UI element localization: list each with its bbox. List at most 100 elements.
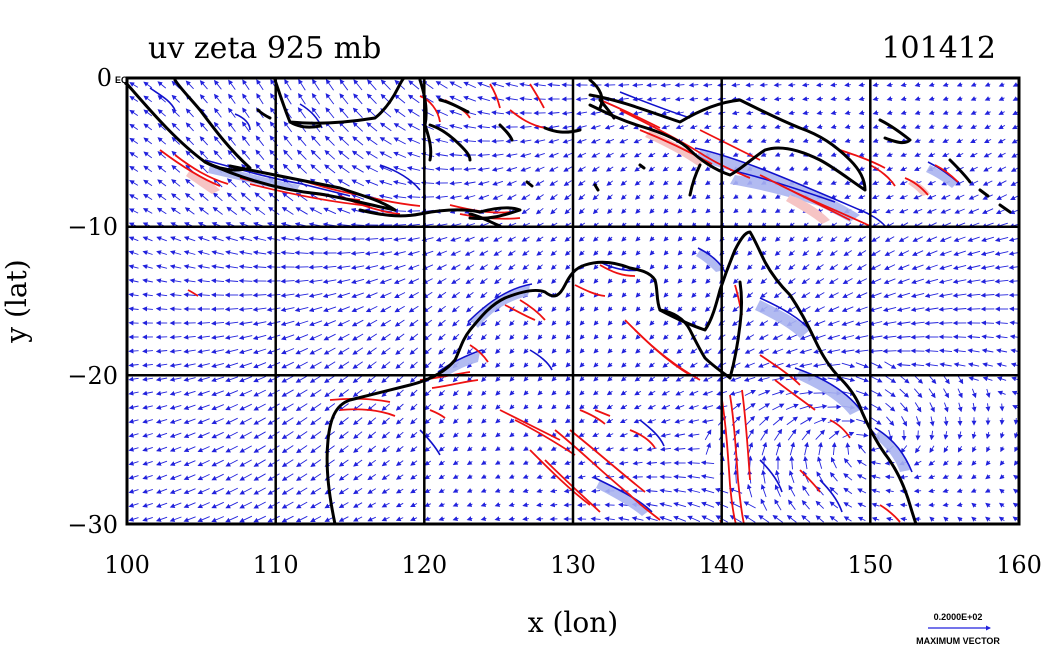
wind-vector xyxy=(407,137,421,144)
wind-vector xyxy=(788,264,796,271)
wind-vector xyxy=(969,152,978,158)
wind-vector xyxy=(606,404,613,410)
wind-vector xyxy=(352,333,364,341)
wind-vector xyxy=(225,376,239,383)
wind-vector xyxy=(858,166,865,171)
wind-vector xyxy=(605,432,614,438)
wind-vector xyxy=(855,390,869,397)
wind-vector xyxy=(408,278,420,284)
wind-vector xyxy=(450,264,461,270)
wind-vector xyxy=(984,488,991,493)
wind-vector xyxy=(688,418,700,424)
wind-vector xyxy=(351,193,365,200)
wind-vector xyxy=(801,292,811,299)
wind-vector xyxy=(829,250,838,256)
wind-vector xyxy=(759,96,768,102)
wind-vector xyxy=(452,516,459,521)
wind-vector xyxy=(185,80,194,90)
wind-vector xyxy=(379,278,392,285)
wind-vector xyxy=(911,250,924,256)
wind-vector xyxy=(952,264,967,271)
wind-vector xyxy=(700,460,715,466)
wind-vector xyxy=(800,306,811,312)
wind-vector xyxy=(156,432,168,438)
wind-vector xyxy=(830,96,837,102)
wind-vector xyxy=(169,516,182,522)
wind-vector xyxy=(365,292,378,299)
wind-vector xyxy=(365,305,378,313)
wind-vector xyxy=(968,194,979,200)
wind-vector xyxy=(830,82,837,88)
wind-vector xyxy=(561,82,574,88)
wind-vector xyxy=(938,306,953,312)
wind-vector xyxy=(366,319,378,327)
wind-vector xyxy=(999,502,1005,508)
wind-vector xyxy=(1010,180,1019,186)
wind-vector xyxy=(522,488,529,493)
wind-vector xyxy=(142,348,153,354)
wind-vector xyxy=(495,362,501,368)
wind-vector xyxy=(255,121,264,133)
wind-vector xyxy=(662,362,670,368)
wind-vector xyxy=(379,137,392,145)
wind-vector xyxy=(254,206,266,216)
wind-vector xyxy=(325,93,335,105)
wind-vector xyxy=(579,362,585,368)
wind-vector xyxy=(761,469,767,484)
wind-vector xyxy=(731,110,740,116)
wind-vector xyxy=(424,446,432,452)
wind-vector xyxy=(129,165,139,172)
wind-vector xyxy=(619,446,628,452)
wind-vector xyxy=(856,264,867,270)
wind-vector xyxy=(395,488,404,494)
wind-vector xyxy=(799,348,812,354)
wind-vector xyxy=(225,473,238,481)
wind-vector xyxy=(407,236,420,242)
x-tick-130: 130 xyxy=(550,551,596,579)
wind-vector xyxy=(897,264,910,270)
wind-vector xyxy=(913,166,922,172)
wind-vector xyxy=(940,194,951,200)
wind-vector xyxy=(366,347,377,355)
wind-vector xyxy=(928,388,936,399)
wind-vector xyxy=(830,180,837,185)
wind-vector xyxy=(253,431,266,439)
wind-vector xyxy=(802,96,809,102)
wind-vector xyxy=(982,376,993,382)
wind-vector xyxy=(241,149,251,160)
wind-vector xyxy=(634,390,642,396)
wind-vector xyxy=(211,390,224,397)
wind-vector xyxy=(197,390,210,397)
wind-vector xyxy=(225,515,239,523)
wind-vector xyxy=(466,348,473,355)
y-tick-eq-suffix: EQ xyxy=(115,75,128,85)
wind-vector xyxy=(995,320,1008,326)
wind-vector xyxy=(1013,474,1019,480)
wind-vector xyxy=(813,320,826,326)
wind-vector xyxy=(872,152,879,157)
wind-vector xyxy=(310,149,321,160)
wind-vector xyxy=(701,501,715,508)
wind-vector xyxy=(409,319,419,327)
wind-vector xyxy=(505,152,518,158)
wind-vector xyxy=(284,92,292,105)
wind-vector xyxy=(199,94,208,104)
wind-vector xyxy=(478,236,489,242)
wind-vector xyxy=(928,110,935,115)
wind-vector xyxy=(605,446,614,452)
wind-vector xyxy=(898,236,909,242)
wind-vector xyxy=(843,458,852,468)
wind-vector xyxy=(900,124,907,129)
wind-vector xyxy=(999,432,1005,439)
wind-vector xyxy=(267,459,280,467)
wind-vector xyxy=(366,93,377,105)
wind-vector xyxy=(633,152,642,158)
wind-vector xyxy=(956,110,963,115)
wind-vector xyxy=(984,138,992,144)
x-tick-160: 160 xyxy=(996,551,1042,579)
wind-vector xyxy=(857,194,866,200)
wind-vector xyxy=(758,403,771,411)
wind-vector xyxy=(142,208,153,214)
wind-vector xyxy=(169,306,182,312)
